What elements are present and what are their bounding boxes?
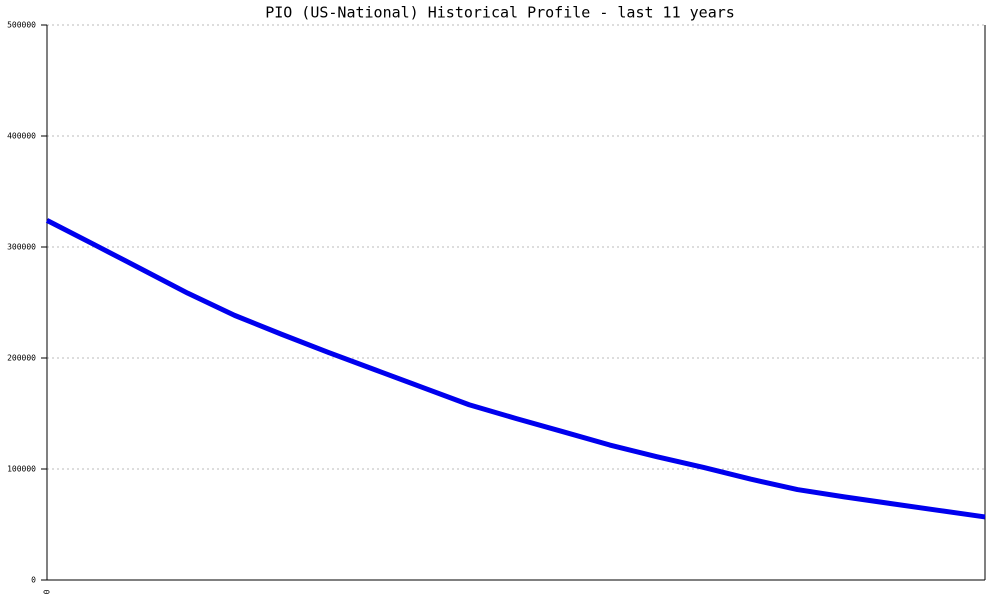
y-tick-label: 500000	[7, 21, 36, 30]
y-tick-label: 300000	[7, 243, 36, 252]
x-tick-label: 0	[43, 589, 52, 594]
y-tick-label: 100000	[7, 465, 36, 474]
y-tick-label: 0	[31, 576, 36, 585]
data-line	[45, 218, 986, 520]
y-tick-label: 200000	[7, 354, 36, 363]
chart-title: PIO (US-National) Historical Profile - l…	[265, 4, 735, 22]
y-tick-label: 400000	[7, 132, 36, 141]
